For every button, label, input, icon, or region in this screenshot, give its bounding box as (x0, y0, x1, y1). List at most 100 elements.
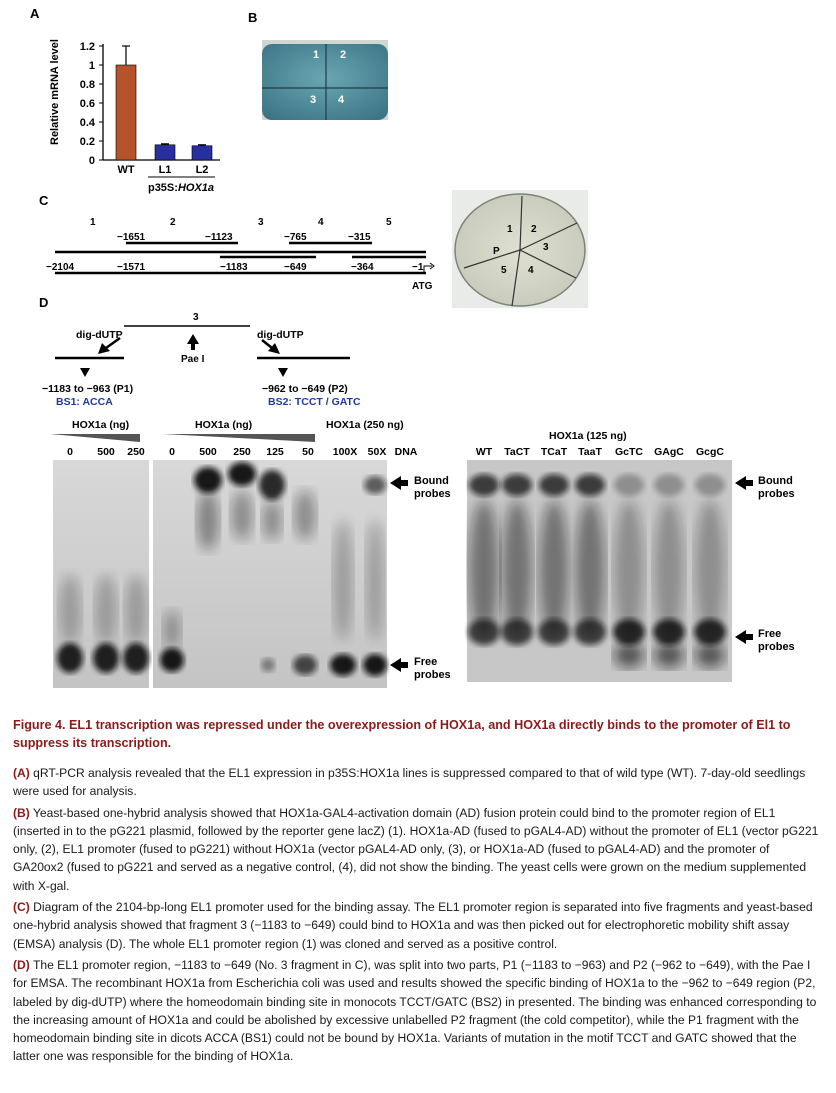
free-probe-band (261, 658, 275, 672)
position-label: −1651 (117, 232, 146, 243)
p1-label: −1183 to −963 (P1) (42, 383, 133, 395)
smear (262, 500, 282, 540)
y-tick-label: 0.8 (80, 79, 95, 91)
x-tick-label: WT (117, 164, 134, 176)
lane-label: 250 (127, 446, 145, 458)
smear (333, 520, 353, 640)
bound-probe-band (194, 467, 222, 493)
free-probe-band (293, 655, 317, 675)
caption-b: (B) Yeast-based one-hybrid analysis show… (13, 805, 819, 893)
smear (197, 490, 219, 550)
fragment-number: 3 (258, 217, 264, 228)
free-probe-band (613, 619, 645, 645)
dig-label-left: dig-dUTP (76, 329, 123, 341)
lane-label: WT (476, 446, 493, 458)
free-probe-band (363, 654, 387, 676)
bar-l1 (154, 144, 176, 161)
fragment-number: 1 (90, 217, 96, 228)
smear (366, 520, 384, 640)
position-label: −649 (284, 262, 307, 273)
gel2-header: HOX1a (ng) (195, 419, 252, 431)
position-label: −2104 (46, 262, 75, 273)
dig-label-right: dig-dUTP (257, 329, 304, 341)
free-probe-band (93, 643, 119, 673)
smear (539, 500, 569, 640)
y-tick-label: 0 (89, 155, 95, 167)
free-probes-label: Free probes (414, 656, 451, 681)
fragment-number: 5 (386, 217, 392, 228)
free-probe-band (468, 619, 500, 645)
lane-label: GAgC (654, 446, 684, 458)
smear (469, 500, 499, 640)
smear (575, 500, 605, 640)
smear (125, 575, 147, 645)
free-probe-band (123, 643, 149, 673)
position-label: −315 (348, 232, 371, 243)
bound-probe-band (259, 470, 285, 500)
caption-d: (D) The EL1 promoter region, −1183 to −6… (13, 957, 817, 1064)
sector-1: 1 (313, 49, 319, 61)
figure-caption-body: (A) qRT-PCR analysis revealed that the E… (13, 764, 823, 1066)
bound-arrow-icon (390, 476, 408, 490)
caption-a: (A) qRT-PCR analysis revealed that the E… (13, 766, 806, 799)
free-probe-band (57, 643, 83, 673)
y-tick-label: 0.2 (80, 136, 95, 148)
position-label: −1 (412, 262, 424, 273)
bound-probe-band (502, 474, 532, 496)
lane-label: 500 (199, 446, 217, 458)
plate-sector-3: 3 (543, 242, 549, 253)
smear (654, 500, 684, 640)
sector-4: 4 (338, 94, 345, 106)
plate-sector-5: 5 (501, 265, 507, 276)
x-tick-label: L1 (159, 164, 172, 176)
bar-l2 (191, 145, 213, 161)
x-tick-label: L2 (196, 164, 209, 176)
plate-sector-1: 1 (507, 224, 513, 235)
free-probe-band (574, 619, 606, 645)
lane-label: 100X (333, 446, 358, 458)
bound-probe-band (614, 474, 644, 496)
lane-label: 125 (266, 446, 284, 458)
smear (59, 575, 81, 645)
gradient-wedge (163, 434, 315, 442)
panel-c-plate-photo: 1 2 3 4 5 P (452, 190, 588, 308)
sector-2: 2 (340, 49, 346, 61)
bound-probes-label: Bound probes (758, 475, 795, 500)
bound-probe-band (695, 474, 725, 496)
free-probe-band (694, 619, 726, 645)
down-arrow-icon (278, 368, 288, 377)
free-probe-band (160, 648, 184, 672)
lane-label: 50 (302, 446, 314, 458)
free-probe-band (695, 642, 725, 668)
bound-probe-band (228, 462, 256, 486)
smear (294, 490, 316, 540)
bound-probe-band (469, 474, 499, 496)
plate-sector-p: P (493, 246, 500, 257)
gel4-header: HOX1a (125 ng) (549, 430, 627, 442)
position-label: −765 (284, 232, 307, 243)
lane-label: 500 (97, 446, 115, 458)
panel-b-plate-photo: 1 2 3 4 (262, 40, 388, 120)
fragment-number: 3 (193, 312, 199, 323)
group-label: p35S:HOX1a (148, 182, 214, 194)
free-probe-band (501, 619, 533, 645)
smear (231, 490, 253, 540)
bar-wt (115, 64, 137, 161)
y-tick-label: 0.6 (80, 98, 95, 110)
free-probe-band (653, 619, 685, 645)
lane-label: TaCT (504, 446, 530, 458)
lane-label: GcTC (615, 446, 643, 458)
free-probes-label: Free probes (758, 628, 795, 653)
panel-d-label: D (39, 295, 49, 310)
lane-label: 250 (233, 446, 251, 458)
sector-3: 3 (310, 94, 316, 106)
gel3-header: HOX1a (250 ng) (326, 419, 404, 431)
panel-c-label: C (39, 193, 49, 208)
panel-a-label: A (30, 6, 40, 21)
lane-label: TCaT (541, 446, 568, 458)
free-arrow-icon (735, 630, 753, 644)
arrow-icon (98, 343, 110, 354)
panel-c-promoter-diagram: 1 2 3 4 5 −1651 −1123 −765 −315 −2104 −1… (46, 217, 435, 292)
lane-label: 0 (67, 446, 73, 458)
y-tick-label: 1.2 (80, 41, 95, 53)
